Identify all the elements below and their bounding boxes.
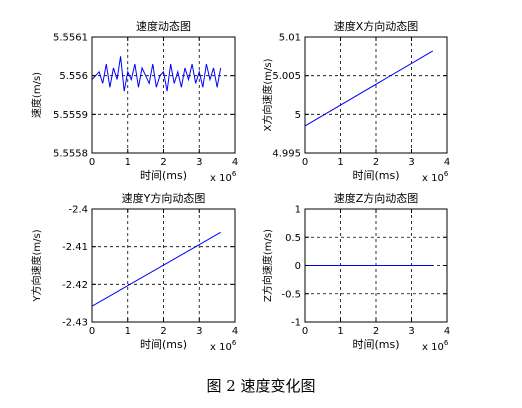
y-tick-label: 4.995 — [272, 149, 301, 160]
x-tick-label: 3 — [196, 326, 202, 337]
y-tick-label: 5.5558 — [53, 149, 88, 160]
x-axis-multiplier: x 106 — [422, 170, 449, 184]
data-series-line — [304, 50, 434, 127]
y-axis-label: 速度(m/s) — [30, 72, 43, 118]
x-tick-label: 0 — [89, 157, 95, 168]
y-tick-label: 0.5 — [285, 233, 301, 244]
y-tick-label: 0 — [295, 261, 301, 272]
x-tick-label: 3 — [408, 326, 414, 337]
data-series-line — [91, 231, 221, 307]
x-tick-label: 1 — [337, 326, 343, 337]
y-tick-label: 5.5559 — [53, 110, 88, 121]
y-tick-label: -2.41 — [62, 242, 88, 253]
y-tick-label: -2.43 — [62, 318, 88, 329]
x-axis-label: 时间(ms) — [352, 169, 399, 182]
y-tick-label: -2.4 — [68, 205, 88, 216]
x-axis-multiplier: x 106 — [210, 339, 237, 353]
x-tick-label: 2 — [160, 326, 166, 337]
x-tick-label: 4 — [444, 326, 450, 337]
y-tick-label: -2.42 — [62, 280, 88, 291]
subplot-title: 速度Z方向动态图 — [334, 191, 419, 205]
subplot-title: 速度Y方向动态图 — [122, 191, 206, 205]
data-series-line — [91, 56, 222, 92]
y-tick-label: 1 — [295, 205, 301, 216]
y-tick-label: -0.5 — [281, 289, 301, 300]
x-tick-label: 3 — [196, 157, 202, 168]
x-axis-multiplier: x 106 — [210, 170, 237, 184]
y-axis-label: Y方向速度(m/s) — [30, 229, 43, 302]
x-tick-label: 1 — [125, 326, 131, 337]
y-tick-label: 5.005 — [272, 71, 301, 82]
y-tick-label: -1 — [291, 318, 301, 329]
x-tick-label: 0 — [89, 326, 95, 337]
x-axis-label: 时间(ms) — [352, 338, 399, 351]
x-tick-label: 0 — [302, 326, 308, 337]
y-tick-label: 5.556 — [59, 71, 88, 82]
y-tick-label: 5 — [295, 110, 301, 121]
x-tick-label: 4 — [444, 157, 450, 168]
subplot-title: 速度X方向动态图 — [334, 19, 419, 33]
x-tick-label: 3 — [408, 157, 414, 168]
x-tick-label: 0 — [302, 157, 308, 168]
x-tick-label: 2 — [160, 157, 166, 168]
y-axis-label: X方向速度(m/s) — [261, 58, 274, 131]
y-tick-label: 5.5561 — [53, 33, 88, 44]
y-tick-label: 5.01 — [279, 33, 301, 44]
x-tick-label: 4 — [232, 326, 238, 337]
figure-caption: 图 2 速度变化图 — [206, 377, 316, 395]
x-axis-multiplier: x 106 — [422, 339, 449, 353]
x-tick-label: 2 — [373, 326, 379, 337]
subplot-title: 速度动态图 — [136, 19, 191, 33]
x-tick-label: 1 — [337, 157, 343, 168]
x-axis-label: 时间(ms) — [140, 169, 187, 182]
x-tick-label: 2 — [373, 157, 379, 168]
x-tick-label: 1 — [125, 157, 131, 168]
x-axis-label: 时间(ms) — [140, 338, 187, 351]
y-axis-label: Z方向速度(m/s) — [261, 229, 274, 302]
x-tick-label: 4 — [232, 157, 238, 168]
